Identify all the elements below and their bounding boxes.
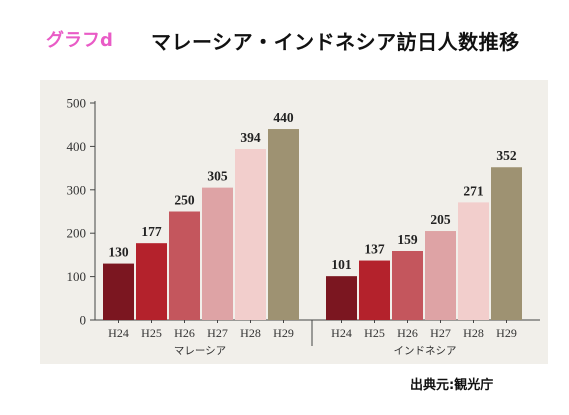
x-category-label: H25 bbox=[141, 326, 162, 340]
bar bbox=[235, 149, 266, 320]
bar bbox=[202, 187, 233, 320]
bar bbox=[326, 276, 357, 320]
x-category-label: H26 bbox=[397, 326, 418, 340]
y-tick-label: 200 bbox=[67, 226, 87, 241]
value-label: 352 bbox=[496, 148, 517, 163]
x-category-label: H28 bbox=[463, 326, 484, 340]
bar bbox=[392, 250, 423, 320]
y-tick-label: 400 bbox=[67, 139, 87, 154]
x-category-label: H27 bbox=[207, 326, 228, 340]
value-label: 137 bbox=[364, 242, 385, 257]
bar bbox=[169, 211, 200, 320]
value-label: 271 bbox=[463, 183, 484, 198]
value-label: 440 bbox=[273, 110, 294, 125]
bar-chart: 0 100 200 300 400 500 130 H24 177 H25 250 H26 305 H27… bbox=[67, 96, 540, 357]
x-category-label: H29 bbox=[273, 326, 294, 340]
x-category-label: H29 bbox=[496, 326, 517, 340]
x-category-label: H26 bbox=[174, 326, 195, 340]
value-label: 159 bbox=[397, 232, 418, 247]
value-label: 394 bbox=[240, 130, 261, 145]
value-label: 250 bbox=[174, 193, 195, 208]
group-label: インドネシア bbox=[394, 345, 457, 357]
y-tick-label: 100 bbox=[67, 269, 87, 284]
value-label: 130 bbox=[108, 245, 129, 260]
group-label: マレーシア bbox=[174, 345, 226, 357]
bar bbox=[458, 202, 489, 320]
value-label: 305 bbox=[207, 169, 228, 184]
x-category-label: H24 bbox=[331, 326, 352, 340]
x-category-label: H24 bbox=[108, 326, 129, 340]
bar bbox=[359, 260, 390, 320]
bar bbox=[103, 263, 134, 320]
chart-panel: 0 100 200 300 400 500 130 H24 177 H25 250 H26 305 H27… bbox=[40, 80, 548, 364]
x-category-label: H27 bbox=[430, 326, 451, 340]
bar bbox=[136, 243, 167, 320]
bar bbox=[491, 167, 522, 320]
y-tick-label: 0 bbox=[80, 313, 87, 328]
x-category-label: H25 bbox=[364, 326, 385, 340]
y-tick-label: 500 bbox=[67, 96, 87, 111]
value-label: 177 bbox=[141, 224, 162, 239]
chart-title: マレーシア・インドネシア訪日人数推移 bbox=[151, 30, 520, 54]
header: グラフd マレーシア・インドネシア訪日人数推移 bbox=[0, 0, 569, 78]
bar bbox=[268, 129, 299, 320]
value-label: 205 bbox=[430, 212, 451, 227]
graph-tag: グラフd bbox=[46, 30, 113, 51]
x-category-label: H28 bbox=[240, 326, 261, 340]
source-note: 出典元:観光庁 bbox=[410, 378, 494, 393]
value-label: 101 bbox=[331, 257, 352, 272]
y-tick-label: 300 bbox=[67, 182, 87, 197]
bar bbox=[425, 231, 456, 320]
